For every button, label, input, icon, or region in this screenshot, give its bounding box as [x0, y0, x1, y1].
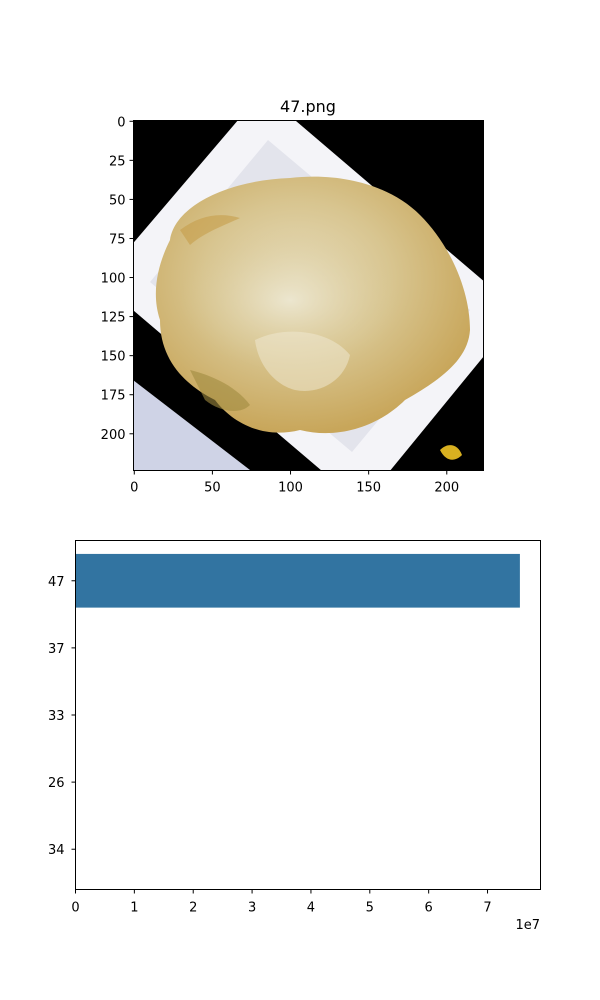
food-garnish	[440, 445, 462, 460]
image-y-tick-label: 200	[101, 428, 126, 443]
image-y-tick-label: 0	[117, 115, 125, 130]
image-x-tick-label: 150	[356, 481, 381, 496]
image-panel: 47.png 0 50 100 150 200 0 25 50 75 100 125 150 175 20…	[101, 97, 484, 496]
y-tick-label: 37	[48, 642, 65, 657]
bar-47	[75, 553, 520, 608]
x-tick-label: 1	[130, 901, 138, 916]
food-photo	[133, 120, 484, 471]
image-x-tick-label: 0	[130, 481, 138, 496]
image-frame	[133, 120, 484, 471]
image-y-tick-label: 125	[101, 311, 126, 326]
x-tick-label: 0	[71, 901, 79, 916]
image-x-tick-label: 100	[278, 481, 303, 496]
y-tick-label: 34	[48, 843, 65, 858]
image-x-tick-label: 200	[434, 481, 459, 496]
food-highlight	[180, 230, 400, 370]
x-tick-label: 7	[483, 901, 491, 916]
image-title: 47.png	[280, 97, 336, 116]
x-tick-label: 3	[248, 901, 256, 916]
bar-series	[75, 553, 520, 608]
image-y-tick-label: 50	[109, 193, 126, 208]
image-y-tick-label: 75	[109, 232, 126, 247]
image-y-tick-label: 25	[109, 154, 126, 169]
x-tick-label: 5	[366, 901, 374, 916]
image-y-tick-label: 150	[101, 350, 126, 365]
y-tick-label: 33	[48, 709, 65, 724]
food-shadow	[190, 370, 250, 412]
food-highlight-2	[255, 331, 350, 391]
y-tick-label: 47	[48, 575, 65, 590]
x-tick-label: 2	[189, 901, 197, 916]
y-tick-label: 26	[48, 776, 65, 791]
image-y-tick-label: 175	[101, 389, 126, 404]
food-crisp-edge	[180, 215, 240, 245]
image-y-tick-label: 100	[101, 272, 126, 287]
x-tick-label: 6	[425, 901, 433, 916]
x-tick-label: 4	[307, 901, 315, 916]
x-offset-label: 1e7	[515, 918, 540, 933]
image-x-tick-label: 50	[204, 481, 221, 496]
image-axes: 0 50 100 150 200 0 25 50 75 100 125 150 175 200	[101, 115, 460, 495]
container-shadow	[133, 380, 250, 470]
